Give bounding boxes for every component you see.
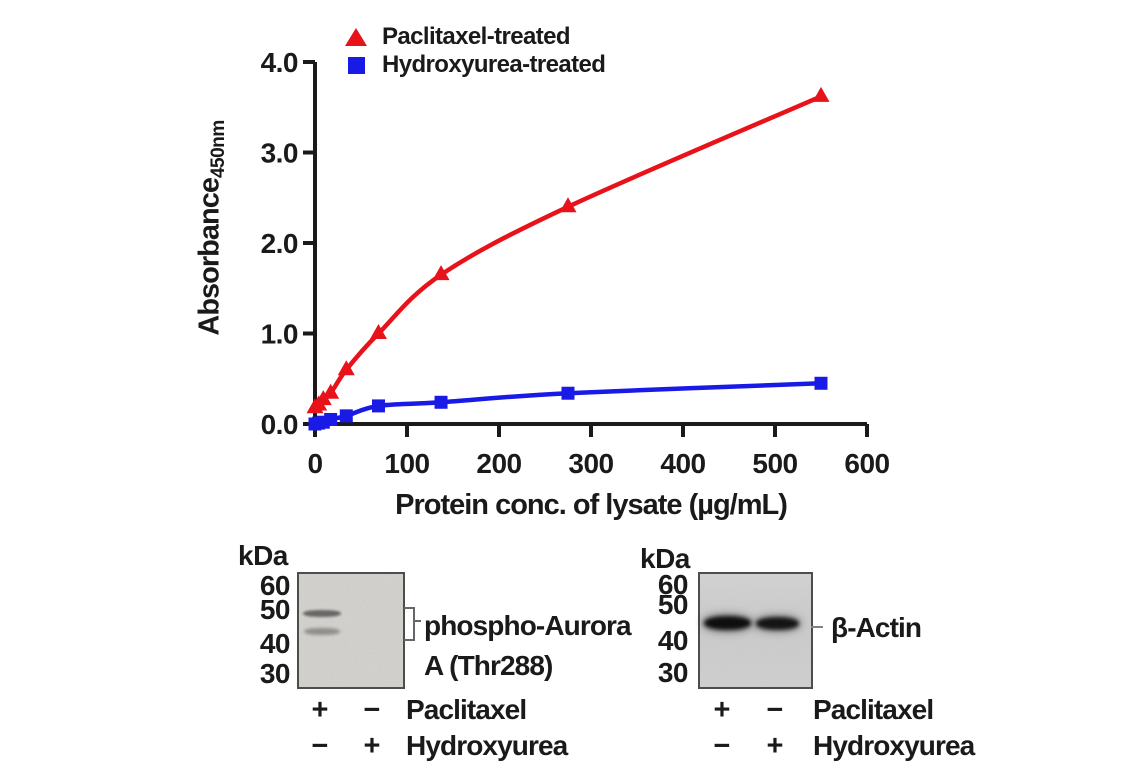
mw-marker-60-right: 60	[657, 569, 689, 600]
Paclitaxel-treated-point	[812, 86, 830, 102]
blot-target-label-left: phospho-Aurora A (Thr288)	[424, 606, 632, 686]
chart-legend: Paclitaxel-treated Hydroxyurea-treated	[344, 23, 606, 79]
legend-label-paclitaxel: Paclitaxel-treated	[382, 23, 571, 50]
lane1-paclitaxel-sign-right: +	[713, 694, 731, 726]
x-tick-label: 300	[568, 448, 613, 479]
x-tick-label: 200	[476, 448, 521, 479]
blot-band-phospho-aurora-lower	[304, 628, 340, 635]
blot-band-actin-lane1	[704, 616, 751, 630]
blot-target-label-right: β-Actin	[831, 612, 922, 643]
Hydroxyurea-treated-point	[434, 395, 448, 409]
x-axis-title: Protein conc. of lysate (µg/mL)	[395, 489, 788, 521]
legend-label-hydroxyurea: Hydroxyurea-treated	[382, 51, 606, 78]
Paclitaxel-treated-point	[559, 197, 577, 213]
lane1-paclitaxel-sign-left: +	[311, 694, 329, 726]
y-tick-label: 0.0	[261, 409, 298, 440]
kda-unit-label-right: kDa	[640, 543, 690, 574]
mw-marker-40-left: 40	[259, 628, 291, 659]
lane2-paclitaxel-sign-left: −	[363, 694, 381, 726]
triangle-marker-icon	[344, 28, 368, 46]
western-blot-beta-actin	[698, 572, 813, 689]
western-blot-phospho-aurora	[297, 572, 405, 689]
x-tick-label: 500	[752, 448, 797, 479]
legend-row-hydroxyurea: Hydroxyurea-treated	[344, 51, 606, 79]
blot-band-actin-lane2	[756, 617, 799, 630]
legend-row-paclitaxel: Paclitaxel-treated	[344, 23, 605, 51]
band-pointer-line	[811, 626, 823, 628]
y-axis-title-text: Absorbance	[193, 178, 226, 336]
lane2-hydroxyurea-sign-right: +	[766, 730, 784, 762]
lane2-paclitaxel-sign-right: −	[766, 694, 784, 726]
Hydroxyurea-treated-point	[371, 399, 385, 413]
treatment-label-paclitaxel-left: Paclitaxel	[406, 694, 527, 725]
Paclitaxel-treated-point	[432, 265, 450, 281]
treatment-label-hydroxyurea-right: Hydroxyurea	[813, 730, 975, 761]
y-axis-title-subscript: 450nm	[207, 120, 229, 178]
lane1-hydroxyurea-sign-right: −	[713, 730, 731, 762]
x-tick-label: 100	[384, 448, 429, 479]
axes	[313, 62, 867, 426]
mw-marker-40-right: 40	[657, 625, 689, 656]
mw-marker-60-left: 60	[259, 570, 291, 601]
absorbance-chart: 0.0 1.0 2.0 3.0 4.0 0 100 200 300 400 500 600	[261, 47, 891, 479]
blot-band-phospho-aurora-upper	[303, 610, 341, 617]
Paclitaxel-treated-point	[322, 383, 340, 399]
y-tick-label: 3.0	[261, 138, 298, 169]
mw-marker-50-left: 50	[259, 594, 291, 625]
blot-target-label-left-line2: A (Thr288)	[424, 650, 553, 681]
x-tick-label: 0	[307, 448, 322, 479]
Hydroxyurea-treated-point	[339, 409, 353, 423]
mw-marker-30-right: 30	[657, 657, 689, 688]
blot-target-label-left-line1: phospho-Aurora	[424, 610, 632, 641]
square-marker-icon	[344, 56, 368, 74]
x-tick-label: 400	[660, 448, 705, 479]
Paclitaxel-treated-point	[369, 324, 387, 339]
kda-unit-label-left: kDa	[238, 540, 288, 571]
y-tick-label: 1.0	[261, 319, 298, 350]
band-bracket-tick	[413, 620, 421, 622]
Hydroxyurea-treated-point	[814, 376, 828, 390]
y-tick-label: 4.0	[261, 47, 298, 78]
blot-noise-texture	[700, 574, 811, 687]
mw-marker-50-right: 50	[657, 589, 689, 620]
y-tick-label: 2.0	[261, 228, 298, 259]
treatment-label-hydroxyurea-left: Hydroxyurea	[406, 730, 568, 761]
mw-marker-30-left: 30	[259, 658, 291, 689]
y-axis-title: Absorbance450nm	[193, 106, 229, 351]
Hydroxyurea-treated-point	[324, 412, 338, 426]
treatment-label-paclitaxel-right: Paclitaxel	[813, 694, 934, 725]
band-bracket	[404, 607, 415, 641]
lane2-hydroxyurea-sign-left: +	[363, 730, 381, 762]
Hydroxyurea-treated-point	[561, 386, 575, 400]
lane1-hydroxyurea-sign-left: −	[311, 730, 329, 762]
Paclitaxel-treated-point	[337, 360, 355, 376]
x-tick-label: 600	[844, 448, 889, 479]
Paclitaxel-treated-curve	[313, 94, 822, 410]
